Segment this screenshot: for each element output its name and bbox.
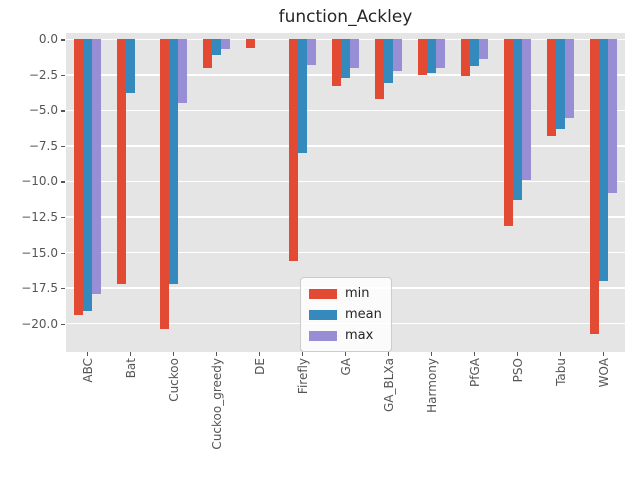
grid-line: [66, 216, 625, 218]
y-tick-mark: [61, 323, 65, 325]
bar-mean-bat: [126, 39, 135, 94]
y-tick-label: −20.0: [21, 316, 58, 331]
x-axis-label-pso: PSO: [510, 358, 525, 383]
x-tick-mark: [560, 352, 562, 356]
bar-min-ga: [332, 39, 341, 87]
bar-mean-pfga: [470, 39, 479, 67]
legend-item-min: min: [309, 283, 383, 304]
x-tick-mark: [517, 352, 519, 356]
bar-min-ga_blxa: [375, 39, 384, 100]
bar-max-ga: [350, 39, 359, 68]
legend: min mean max: [300, 277, 392, 352]
x-axis-label-bat: Bat: [123, 358, 138, 379]
chart-title: function_Ackley: [278, 7, 413, 27]
x-tick-mark: [345, 352, 347, 356]
y-tick-mark: [61, 288, 65, 290]
x-tick-mark: [388, 352, 390, 356]
legend-label-max: max: [345, 328, 374, 343]
bar-min-harmony: [418, 39, 427, 75]
bar-min-pso: [504, 39, 513, 226]
grid-line: [66, 251, 625, 254]
bar-max-firefly: [307, 39, 316, 65]
legend-swatch-mean: [309, 309, 337, 320]
y-tick-mark: [61, 145, 65, 148]
bar-max-pso: [522, 39, 531, 181]
bar-min-cuckoo_greedy: [203, 39, 212, 68]
y-tick-label: −5.0: [28, 103, 58, 118]
x-tick-mark: [259, 352, 261, 356]
bar-min-tabu: [547, 39, 556, 136]
bar-max-cuckoo_greedy: [221, 39, 230, 50]
y-tick-mark: [61, 39, 65, 41]
bar-min-cuckoo: [160, 39, 169, 330]
legend-item-mean: mean: [309, 304, 383, 325]
bar-min-woa: [590, 39, 599, 334]
legend-item-max: max: [309, 325, 383, 346]
bar-mean-ga: [341, 39, 350, 78]
x-tick-mark: [603, 352, 605, 356]
legend-swatch-min: [309, 288, 337, 299]
bar-max-harmony: [436, 39, 445, 68]
bar-min-bat: [117, 39, 126, 284]
bar-mean-firefly: [298, 39, 307, 154]
bar-max-woa: [608, 39, 617, 193]
y-tick-mark: [61, 74, 65, 77]
x-tick-mark: [474, 352, 476, 356]
y-tick-mark: [61, 252, 65, 254]
bar-max-pfga: [479, 39, 488, 60]
bar-min-pfga: [461, 39, 470, 77]
y-tick-mark: [61, 217, 65, 219]
x-axis-label-de: DE: [252, 358, 267, 375]
x-axis-label-firefly: Firefly: [295, 358, 310, 395]
x-axis-label-woa: WOA: [596, 358, 611, 388]
bar-max-ga_blxa: [393, 39, 402, 71]
x-axis-label-harmony: Harmony: [424, 358, 439, 413]
bar-mean-harmony: [427, 39, 436, 74]
x-tick-mark: [431, 352, 433, 356]
bar-min-firefly: [289, 39, 298, 262]
grid-line: [66, 109, 625, 112]
x-tick-mark: [130, 352, 132, 356]
bar-max-cuckoo: [178, 39, 187, 104]
bar-mean-tabu: [556, 39, 565, 129]
x-axis-label-pfga: PfGA: [467, 358, 482, 387]
grid-line: [66, 145, 625, 147]
plot-area: [66, 33, 625, 352]
y-tick-label: −12.5: [21, 210, 58, 224]
legend-swatch-max: [309, 330, 337, 341]
bar-mean-cuckoo_greedy: [212, 39, 221, 56]
y-tick-mark: [61, 181, 65, 183]
x-axis-label-ga_blxa: GA_BLXa: [381, 358, 396, 412]
bar-mean-woa: [599, 39, 608, 281]
x-axis-label-ga: GA: [338, 358, 353, 376]
bar-max-abc: [92, 39, 101, 294]
x-tick-mark: [87, 352, 89, 356]
grid-line: [66, 180, 625, 183]
x-axis-label-cuckoo_greedy: Cuckoo_greedy: [209, 358, 224, 450]
legend-label-mean: mean: [345, 307, 382, 322]
y-tick-label: −17.5: [21, 281, 58, 296]
x-tick-mark: [216, 352, 218, 356]
bar-max-tabu: [565, 39, 574, 118]
bar-mean-pso: [513, 39, 522, 200]
y-tick-mark: [61, 110, 65, 112]
y-tick-label: −7.5: [28, 138, 58, 153]
x-tick-mark: [302, 352, 304, 356]
y-tick-label: −10.0: [21, 174, 58, 189]
y-tick-label: −15.0: [21, 245, 58, 260]
bar-mean-ga_blxa: [384, 39, 393, 84]
bar-mean-cuckoo: [169, 39, 178, 284]
x-axis-label-tabu: Tabu: [553, 358, 568, 386]
x-axis-label-cuckoo: Cuckoo: [166, 358, 181, 402]
bar-min-de: [246, 39, 255, 48]
bar-mean-abc: [83, 39, 92, 311]
y-tick-label: −2.5: [28, 67, 58, 82]
legend-label-min: min: [345, 286, 370, 301]
x-axis-label-abc: ABC: [80, 358, 95, 383]
bar-min-abc: [74, 39, 83, 316]
y-tick-label: 0.0: [38, 32, 58, 47]
x-tick-mark: [173, 352, 175, 356]
